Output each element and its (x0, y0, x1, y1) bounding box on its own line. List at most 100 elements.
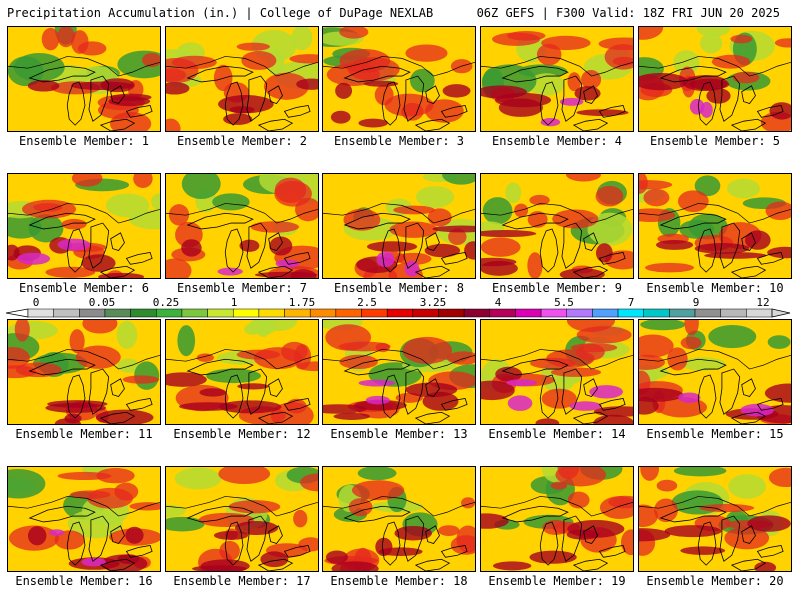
legend-swatch (566, 308, 593, 318)
great-lakes-outline (741, 525, 756, 544)
legend-swatch (592, 308, 619, 318)
member-label: Ensemble Member: 1 (18, 134, 150, 148)
great-lakes-outline (283, 545, 311, 558)
great-lakes-outline (403, 515, 425, 562)
great-lakes-outline (756, 252, 784, 265)
great-lakes-outline (425, 232, 440, 251)
great-lakes-outline (224, 81, 244, 126)
member-label: Ensemble Member: 18 (330, 574, 468, 588)
great-lakes-outline (756, 398, 784, 411)
legend-swatch (438, 308, 465, 318)
member-label: Ensemble Member: 9 (491, 281, 623, 295)
great-lakes-outline (719, 515, 741, 562)
great-lakes-outline (659, 505, 727, 523)
precip-field (639, 320, 791, 424)
precip-field (639, 174, 791, 278)
great-lakes-outline (88, 515, 110, 562)
great-lakes-outline (66, 521, 86, 566)
precip-field (481, 27, 633, 131)
great-lakes-outline (561, 75, 583, 122)
great-lakes-outline (283, 105, 311, 118)
great-lakes-outline (99, 265, 136, 278)
great-lakes-outline (414, 265, 451, 278)
legend-tick-label: 5.5 (554, 296, 574, 309)
model-valid-time: 06Z GEFS | F300 Valid: 18Z FRI JUN 20 20… (476, 6, 780, 20)
great-lakes-outline (730, 118, 767, 131)
great-lakes-outline (598, 252, 626, 265)
great-lakes-outline (414, 118, 451, 131)
member-label: Ensemble Member: 20 (646, 574, 784, 588)
great-lakes-outline (697, 374, 717, 419)
legend-swatch (617, 308, 644, 318)
legend-swatch (232, 308, 260, 318)
legend-tick-label: 2.5 (357, 296, 377, 309)
great-lakes-outline (719, 222, 741, 269)
great-lakes-outline (257, 558, 294, 571)
member-map-panel (322, 319, 476, 425)
great-lakes-outline (659, 212, 727, 230)
great-lakes-outline (28, 505, 96, 523)
member-map-panel (7, 319, 161, 425)
legend-swatch (79, 308, 106, 318)
great-lakes-outline (539, 374, 559, 419)
great-lakes-outline (66, 228, 86, 273)
legend-swatch (53, 308, 80, 318)
member-map-panel (165, 466, 319, 572)
precip-field (8, 27, 160, 131)
color-scale-legend: 0 0.05 0.25 1 1.75 2.5 3.25 4 5.5 7 9 12 (5, 296, 791, 318)
great-lakes-outline (186, 212, 254, 230)
legend-swatch (720, 308, 747, 318)
great-lakes-outline (598, 105, 626, 118)
member-map-panel (480, 319, 634, 425)
precip-field (8, 467, 160, 571)
legend-swatch (463, 308, 491, 318)
great-lakes-outline (414, 558, 451, 571)
great-lakes-outline (88, 75, 110, 122)
great-lakes-outline (28, 358, 96, 376)
member-label: Ensemble Member: 19 (488, 574, 626, 588)
member-map-panel (480, 26, 634, 132)
great-lakes-outline (125, 398, 153, 411)
great-lakes-outline (572, 558, 609, 571)
great-lakes-outline (440, 545, 468, 558)
legend-swatch (694, 308, 721, 318)
great-lakes-outline (561, 515, 583, 562)
member-label: Ensemble Member: 16 (15, 574, 153, 588)
great-lakes-outline (756, 545, 784, 558)
great-lakes-outline (268, 232, 283, 251)
great-lakes-outline (343, 65, 411, 83)
great-lakes-outline (257, 118, 294, 131)
great-lakes-outline (719, 75, 741, 122)
member-label: Ensemble Member: 14 (488, 427, 626, 441)
member-label: Ensemble Member: 15 (646, 427, 784, 441)
member-map-panel (7, 173, 161, 279)
great-lakes-outline (697, 81, 717, 126)
great-lakes-outline (719, 368, 741, 415)
great-lakes-outline (246, 368, 268, 415)
legend-tick-label: 4 (495, 296, 502, 309)
great-lakes-outline (756, 105, 784, 118)
great-lakes-outline (224, 374, 244, 419)
great-lakes-outline (257, 265, 294, 278)
precip-field (323, 467, 475, 571)
precip-field (166, 27, 318, 131)
member-label: Ensemble Member: 6 (18, 281, 150, 295)
great-lakes-outline (501, 358, 569, 376)
legend-swatch (309, 308, 337, 318)
member-label: Ensemble Member: 12 (173, 427, 311, 441)
legend-swatch (27, 308, 54, 318)
legend-tick-label: 1.75 (289, 296, 316, 309)
great-lakes-outline (110, 378, 125, 397)
precip-field (639, 467, 791, 571)
legend-tick-label: 3.25 (420, 296, 447, 309)
precip-field (481, 174, 633, 278)
great-lakes-outline (224, 521, 244, 566)
great-lakes-outline (268, 85, 283, 104)
great-lakes-outline (28, 212, 96, 230)
great-lakes-outline (110, 232, 125, 251)
great-lakes-outline (425, 85, 440, 104)
great-lakes-outline (88, 368, 110, 415)
precip-field (323, 27, 475, 131)
great-lakes-outline (246, 222, 268, 269)
legend-tick-label: 0.25 (153, 296, 180, 309)
